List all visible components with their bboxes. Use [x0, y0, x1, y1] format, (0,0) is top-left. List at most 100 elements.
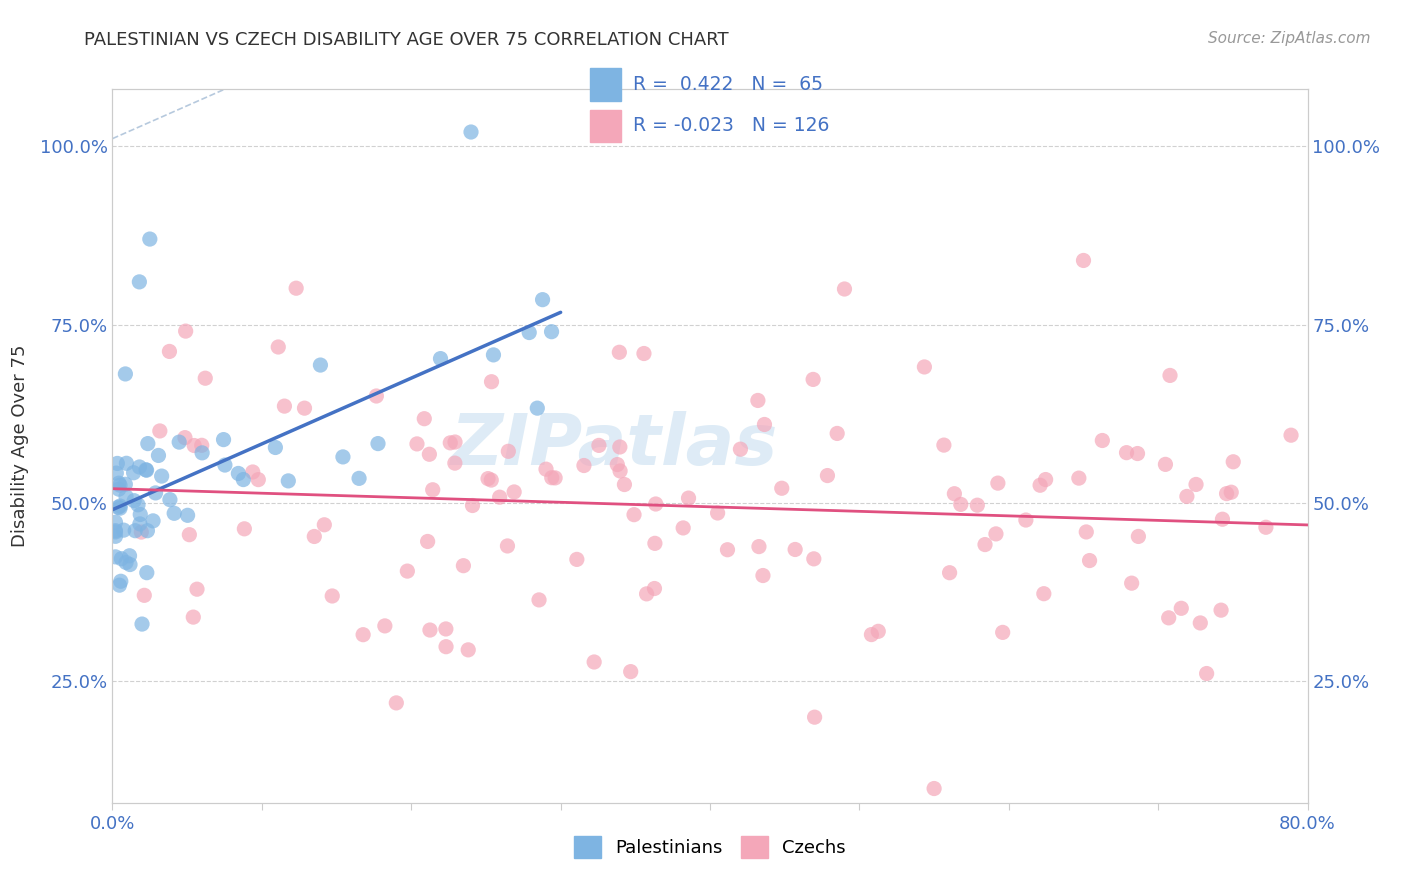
Point	[540, 325, 562, 339]
Legend: Palestinians, Czechs: Palestinians, Czechs	[567, 829, 853, 865]
Point	[534, 462, 557, 476]
FancyBboxPatch shape	[589, 69, 620, 101]
Point	[148, 449, 170, 463]
Point	[623, 508, 645, 522]
Point	[242, 465, 264, 479]
Point	[108, 478, 131, 492]
Point	[1128, 529, 1150, 543]
Point	[644, 536, 666, 550]
Point	[163, 506, 186, 520]
Point	[1076, 524, 1098, 539]
Point	[488, 490, 510, 504]
Point	[1157, 611, 1180, 625]
Point	[1154, 458, 1177, 472]
Point	[803, 552, 825, 566]
Point	[457, 643, 479, 657]
Point	[105, 466, 128, 480]
Point	[1175, 490, 1198, 504]
Point	[233, 522, 256, 536]
Point	[104, 524, 127, 539]
Point	[1170, 601, 1192, 615]
Point	[606, 458, 628, 472]
Point	[481, 375, 503, 389]
Point	[803, 710, 825, 724]
Point	[108, 578, 131, 592]
Point	[114, 477, 136, 491]
Point	[817, 468, 839, 483]
Point	[754, 417, 776, 432]
Point	[186, 582, 208, 597]
Point	[531, 293, 554, 307]
Point	[984, 527, 1007, 541]
Point	[991, 625, 1014, 640]
Point	[294, 401, 316, 416]
Point	[418, 447, 440, 461]
Point	[131, 617, 153, 632]
Point	[118, 549, 141, 563]
Point	[416, 534, 439, 549]
Point	[444, 435, 467, 450]
Point	[277, 474, 299, 488]
Point	[264, 441, 287, 455]
Point	[785, 542, 807, 557]
Point	[460, 125, 482, 139]
Point	[1032, 587, 1054, 601]
Point	[422, 483, 444, 497]
Text: ZIPatlas: ZIPatlas	[451, 411, 778, 481]
Point	[479, 473, 502, 487]
Point	[105, 457, 128, 471]
Point	[429, 351, 451, 366]
Point	[1195, 666, 1218, 681]
Point	[267, 340, 290, 354]
Point	[1015, 513, 1038, 527]
Point	[636, 587, 658, 601]
Point	[672, 521, 695, 535]
Point	[613, 477, 636, 491]
Point	[145, 486, 167, 500]
Point	[352, 628, 374, 642]
Point	[419, 623, 441, 637]
Point	[179, 527, 201, 541]
Point	[167, 435, 190, 450]
Point	[406, 437, 429, 451]
Point	[860, 627, 883, 641]
Point	[770, 481, 793, 495]
Point	[127, 498, 149, 512]
Point	[922, 781, 945, 796]
Point	[136, 524, 159, 538]
Point	[104, 549, 127, 564]
Point	[174, 324, 197, 338]
Point	[367, 436, 389, 450]
Point	[1035, 473, 1057, 487]
Point	[633, 346, 655, 360]
Point	[107, 500, 129, 515]
Y-axis label: Disability Age Over 75: Disability Age Over 75	[10, 344, 28, 548]
Point	[104, 515, 127, 529]
Point	[974, 538, 997, 552]
Point	[321, 589, 343, 603]
Point	[149, 424, 172, 438]
Point	[108, 501, 131, 516]
Point	[122, 493, 145, 508]
Point	[309, 358, 332, 372]
Point	[434, 622, 457, 636]
Point	[174, 431, 197, 445]
Point	[108, 476, 131, 491]
Point	[1189, 615, 1212, 630]
Point	[517, 326, 540, 340]
Point	[190, 438, 212, 452]
Point	[194, 371, 217, 385]
Point	[396, 564, 419, 578]
Point	[128, 460, 150, 475]
Point	[588, 438, 610, 452]
Point	[987, 476, 1010, 491]
Point	[129, 508, 152, 522]
Point	[434, 640, 457, 654]
Point	[1222, 455, 1244, 469]
Point	[748, 540, 770, 554]
Point	[118, 558, 141, 572]
Point	[540, 471, 562, 485]
Point	[131, 525, 153, 540]
Point	[943, 486, 966, 500]
Point	[374, 619, 396, 633]
